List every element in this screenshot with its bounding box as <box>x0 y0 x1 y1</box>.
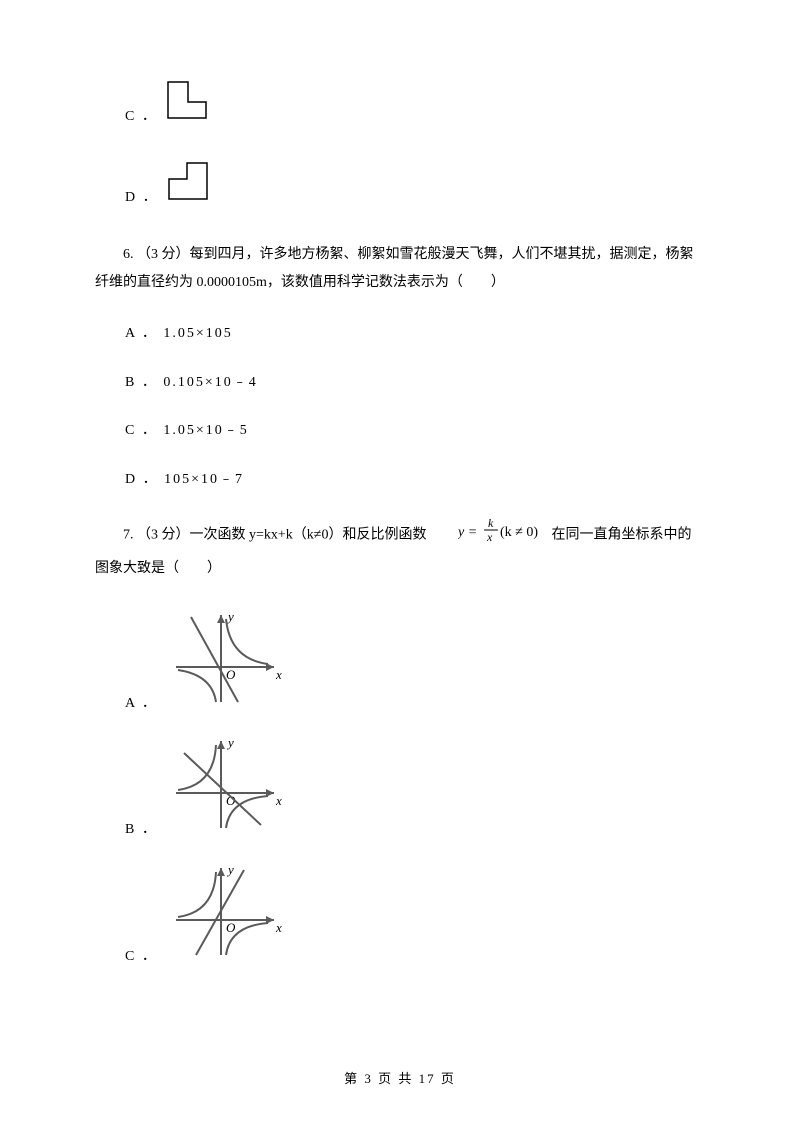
option-label: B ． <box>125 817 158 844</box>
svg-text:x: x <box>275 920 282 935</box>
page-footer: 第 3 页 共 17 页 <box>0 1067 800 1092</box>
graph-b-icon: x y O <box>166 733 286 844</box>
q7-option-a[interactable]: A ． x y O <box>125 607 705 718</box>
footer-prefix: 第 <box>344 1071 364 1086</box>
footer-mid: 页 共 <box>373 1071 419 1086</box>
svg-text:O: O <box>226 920 236 935</box>
svg-text:O: O <box>226 667 236 682</box>
svg-text:k: k <box>488 516 494 530</box>
footer-total: 17 <box>419 1071 436 1086</box>
q6-option-b[interactable]: B ． 0.105×10﹣4 <box>125 370 705 397</box>
svg-text:x: x <box>275 667 282 682</box>
q7-option-b[interactable]: B ． x y O <box>125 733 705 844</box>
question-7: 7. （3 分）一次函数 y=kx+k（k≠0）和反比例函数 y = k x (… <box>95 516 705 583</box>
q5-option-c[interactable]: C ． <box>125 80 705 131</box>
q7-option-c[interactable]: C ． x y O <box>125 860 705 971</box>
q7-prefix: 7. （3 分）一次函数 y=kx+k（k≠0）和反比例函数 <box>123 527 430 542</box>
footer-page: 3 <box>364 1071 373 1086</box>
svg-text:y: y <box>226 735 234 750</box>
q6-option-a[interactable]: A ． 1.05×105 <box>125 321 705 348</box>
question-6: 6. （3 分）每到四月，许多地方杨絮、柳絮如雪花般漫天飞舞，人们不堪其扰，据测… <box>95 241 705 297</box>
option-label: C ． <box>125 104 158 131</box>
q6-option-d[interactable]: D ． 105×10﹣7 <box>125 467 705 494</box>
svg-text:x: x <box>275 793 282 808</box>
option-label: D ． <box>125 185 159 212</box>
graph-a-icon: x y O <box>166 607 286 718</box>
shape-d-icon <box>167 161 209 212</box>
svg-text:x: x <box>486 530 493 544</box>
q5-option-d[interactable]: D ． <box>125 161 705 212</box>
option-label: A ． <box>125 691 158 718</box>
svg-text:y: y <box>226 862 234 877</box>
option-label: C ． <box>125 944 158 971</box>
shape-c-icon <box>166 80 208 131</box>
svg-text:(k ≠ 0): (k ≠ 0) <box>500 525 538 540</box>
graph-c-icon: x y O <box>166 860 286 971</box>
svg-text:y =: y = <box>458 525 477 540</box>
formula-icon: y = k x (k ≠ 0) <box>430 516 548 555</box>
q6-option-c[interactable]: C ． 1.05×10﹣5 <box>125 418 705 445</box>
footer-suffix: 页 <box>436 1071 456 1086</box>
